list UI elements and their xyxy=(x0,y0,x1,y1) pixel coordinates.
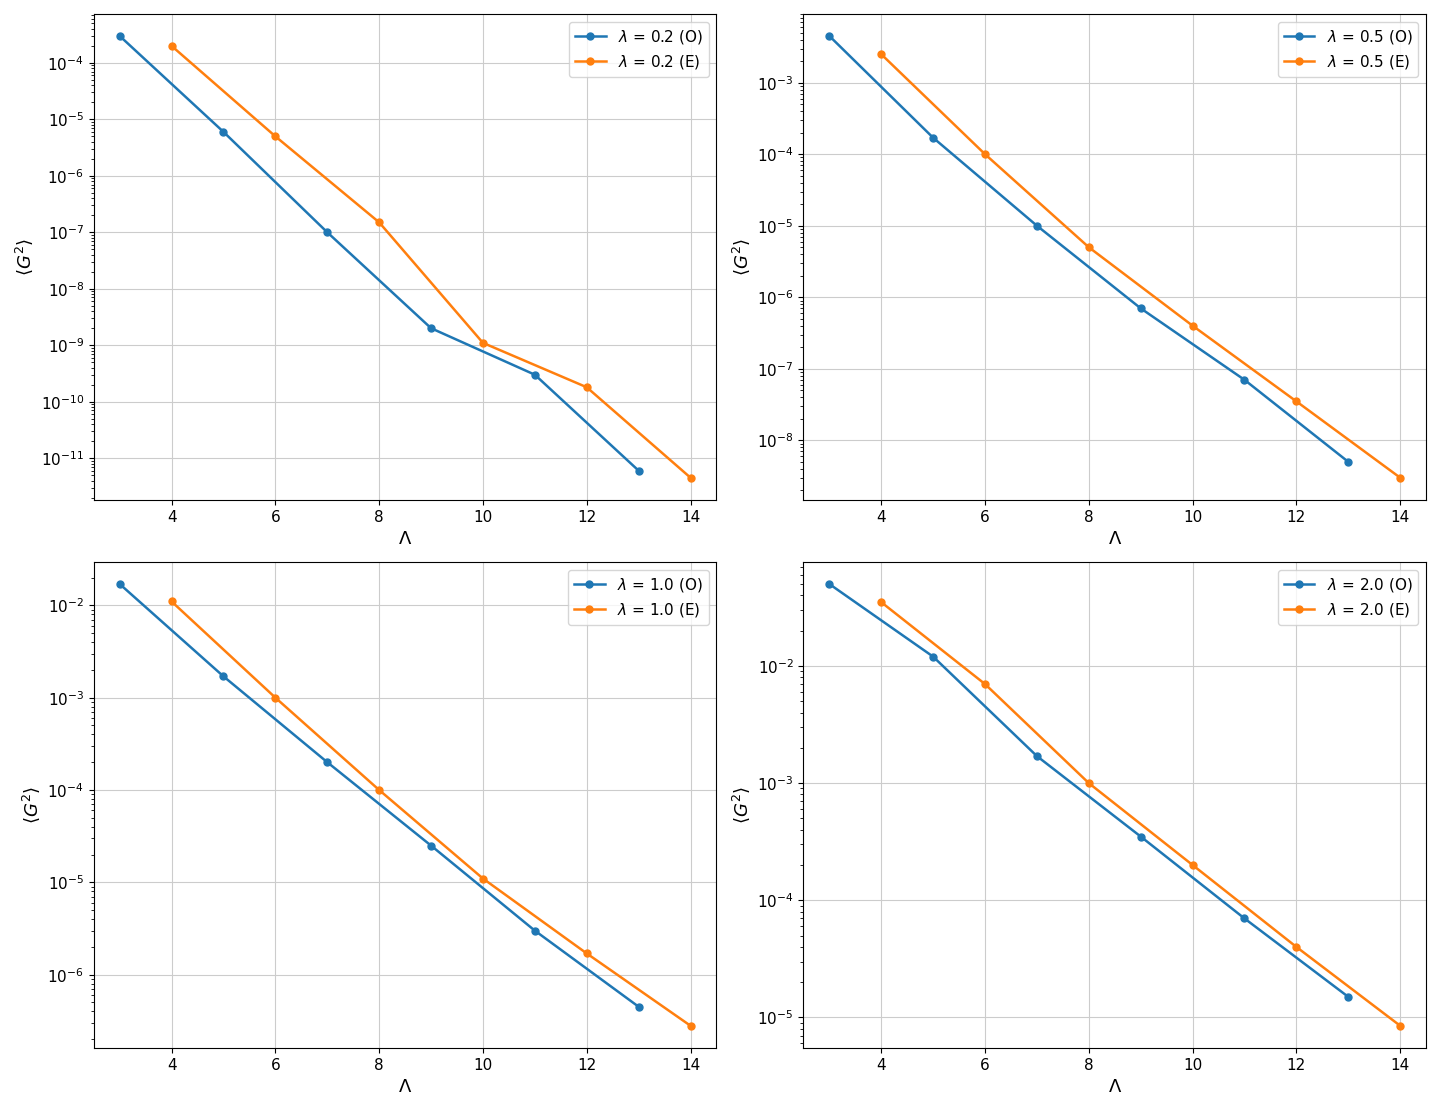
$\lambda$ = 0.5 (O) xyxy=(821,29,838,42)
$\lambda$ = 0.2 (E) xyxy=(370,215,387,229)
Y-axis label: $\langle G^2 \rangle$: $\langle G^2 \rangle$ xyxy=(14,238,35,276)
X-axis label: $\Lambda$: $\Lambda$ xyxy=(1107,1078,1122,1096)
$\lambda$ = 0.2 (O) xyxy=(318,225,336,239)
$\lambda$ = 1.0 (O) xyxy=(422,839,439,852)
$\lambda$ = 2.0 (E) xyxy=(1080,777,1097,790)
$\lambda$ = 0.2 (E) xyxy=(577,381,595,394)
Line: $\lambda$ = 1.0 (E): $\lambda$ = 1.0 (E) xyxy=(168,598,694,1029)
Line: $\lambda$ = 1.0 (O): $\lambda$ = 1.0 (O) xyxy=(117,581,642,1010)
$\lambda$ = 0.5 (O) xyxy=(1339,455,1356,468)
$\lambda$ = 1.0 (E) xyxy=(266,692,284,705)
$\lambda$ = 0.5 (O) xyxy=(924,131,942,144)
$\lambda$ = 2.0 (E) xyxy=(1391,1019,1408,1032)
$\lambda$ = 0.5 (O) xyxy=(1132,302,1149,315)
$\lambda$ = 1.0 (O) xyxy=(318,756,336,769)
$\lambda$ = 1.0 (E) xyxy=(163,595,180,608)
Line: $\lambda$ = 0.2 (O): $\lambda$ = 0.2 (O) xyxy=(117,32,642,474)
$\lambda$ = 1.0 (E) xyxy=(577,947,595,960)
$\lambda$ = 0.5 (O) xyxy=(1236,373,1253,386)
Legend: $\lambda$ = 2.0 (O), $\lambda$ = 2.0 (E): $\lambda$ = 2.0 (O), $\lambda$ = 2.0 (E) xyxy=(1277,569,1418,625)
Line: $\lambda$ = 0.2 (E): $\lambda$ = 0.2 (E) xyxy=(168,42,694,481)
$\lambda$ = 1.0 (E) xyxy=(683,1019,700,1032)
$\lambda$ = 1.0 (O) xyxy=(526,924,543,937)
$\lambda$ = 2.0 (E) xyxy=(976,677,994,690)
Line: $\lambda$ = 2.0 (E): $\lambda$ = 2.0 (E) xyxy=(878,598,1404,1029)
Line: $\lambda$ = 0.5 (E): $\lambda$ = 0.5 (E) xyxy=(878,51,1404,481)
Y-axis label: $\langle G^2 \rangle$: $\langle G^2 \rangle$ xyxy=(730,238,752,276)
$\lambda$ = 2.0 (O) xyxy=(1339,990,1356,1003)
$\lambda$ = 0.5 (E) xyxy=(1391,471,1408,484)
$\lambda$ = 2.0 (O) xyxy=(924,650,942,664)
$\lambda$ = 0.5 (O) xyxy=(1028,219,1045,232)
$\lambda$ = 0.2 (E) xyxy=(683,471,700,484)
$\lambda$ = 0.5 (E) xyxy=(1080,241,1097,254)
$\lambda$ = 0.2 (O) xyxy=(422,322,439,335)
$\lambda$ = 0.2 (E) xyxy=(474,336,491,350)
$\lambda$ = 2.0 (E) xyxy=(1287,940,1305,953)
$\lambda$ = 0.5 (E) xyxy=(1184,319,1201,332)
$\lambda$ = 0.2 (E) xyxy=(163,39,180,52)
X-axis label: $\Lambda$: $\Lambda$ xyxy=(397,531,412,548)
$\lambda$ = 2.0 (O) xyxy=(821,577,838,591)
$\lambda$ = 1.0 (O) xyxy=(629,1000,647,1013)
X-axis label: $\Lambda$: $\Lambda$ xyxy=(1107,531,1122,548)
Line: $\lambda$ = 2.0 (O): $\lambda$ = 2.0 (O) xyxy=(827,581,1352,1000)
$\lambda$ = 2.0 (E) xyxy=(873,596,890,609)
$\lambda$ = 2.0 (O) xyxy=(1132,830,1149,844)
Line: $\lambda$ = 0.5 (O): $\lambda$ = 0.5 (O) xyxy=(827,32,1352,465)
$\lambda$ = 2.0 (O) xyxy=(1028,749,1045,763)
$\lambda$ = 0.5 (E) xyxy=(1287,395,1305,408)
$\lambda$ = 2.0 (E) xyxy=(1184,858,1201,871)
$\lambda$ = 1.0 (O) xyxy=(111,577,128,591)
$\lambda$ = 2.0 (O) xyxy=(1236,911,1253,925)
$\lambda$ = 1.0 (E) xyxy=(370,784,387,797)
$\lambda$ = 1.0 (O) xyxy=(215,669,232,683)
$\lambda$ = 0.2 (O) xyxy=(111,29,128,42)
Legend: $\lambda$ = 1.0 (O), $\lambda$ = 1.0 (E): $\lambda$ = 1.0 (O), $\lambda$ = 1.0 (E) xyxy=(567,569,708,625)
$\lambda$ = 0.2 (O) xyxy=(215,125,232,139)
Y-axis label: $\langle G^2 \rangle$: $\langle G^2 \rangle$ xyxy=(20,786,42,824)
$\lambda$ = 0.2 (O) xyxy=(526,369,543,382)
$\lambda$ = 1.0 (E) xyxy=(474,871,491,885)
Legend: $\lambda$ = 0.5 (O), $\lambda$ = 0.5 (E): $\lambda$ = 0.5 (O), $\lambda$ = 0.5 (E) xyxy=(1277,21,1418,78)
$\lambda$ = 0.5 (E) xyxy=(976,148,994,161)
Legend: $\lambda$ = 0.2 (O), $\lambda$ = 0.2 (E): $\lambda$ = 0.2 (O), $\lambda$ = 0.2 (E) xyxy=(569,21,708,78)
$\lambda$ = 0.2 (O) xyxy=(629,464,647,477)
$\lambda$ = 0.2 (E) xyxy=(266,130,284,143)
Y-axis label: $\langle G^2 \rangle$: $\langle G^2 \rangle$ xyxy=(730,786,752,824)
X-axis label: $\Lambda$: $\Lambda$ xyxy=(397,1078,412,1096)
$\lambda$ = 0.5 (E) xyxy=(873,48,890,61)
